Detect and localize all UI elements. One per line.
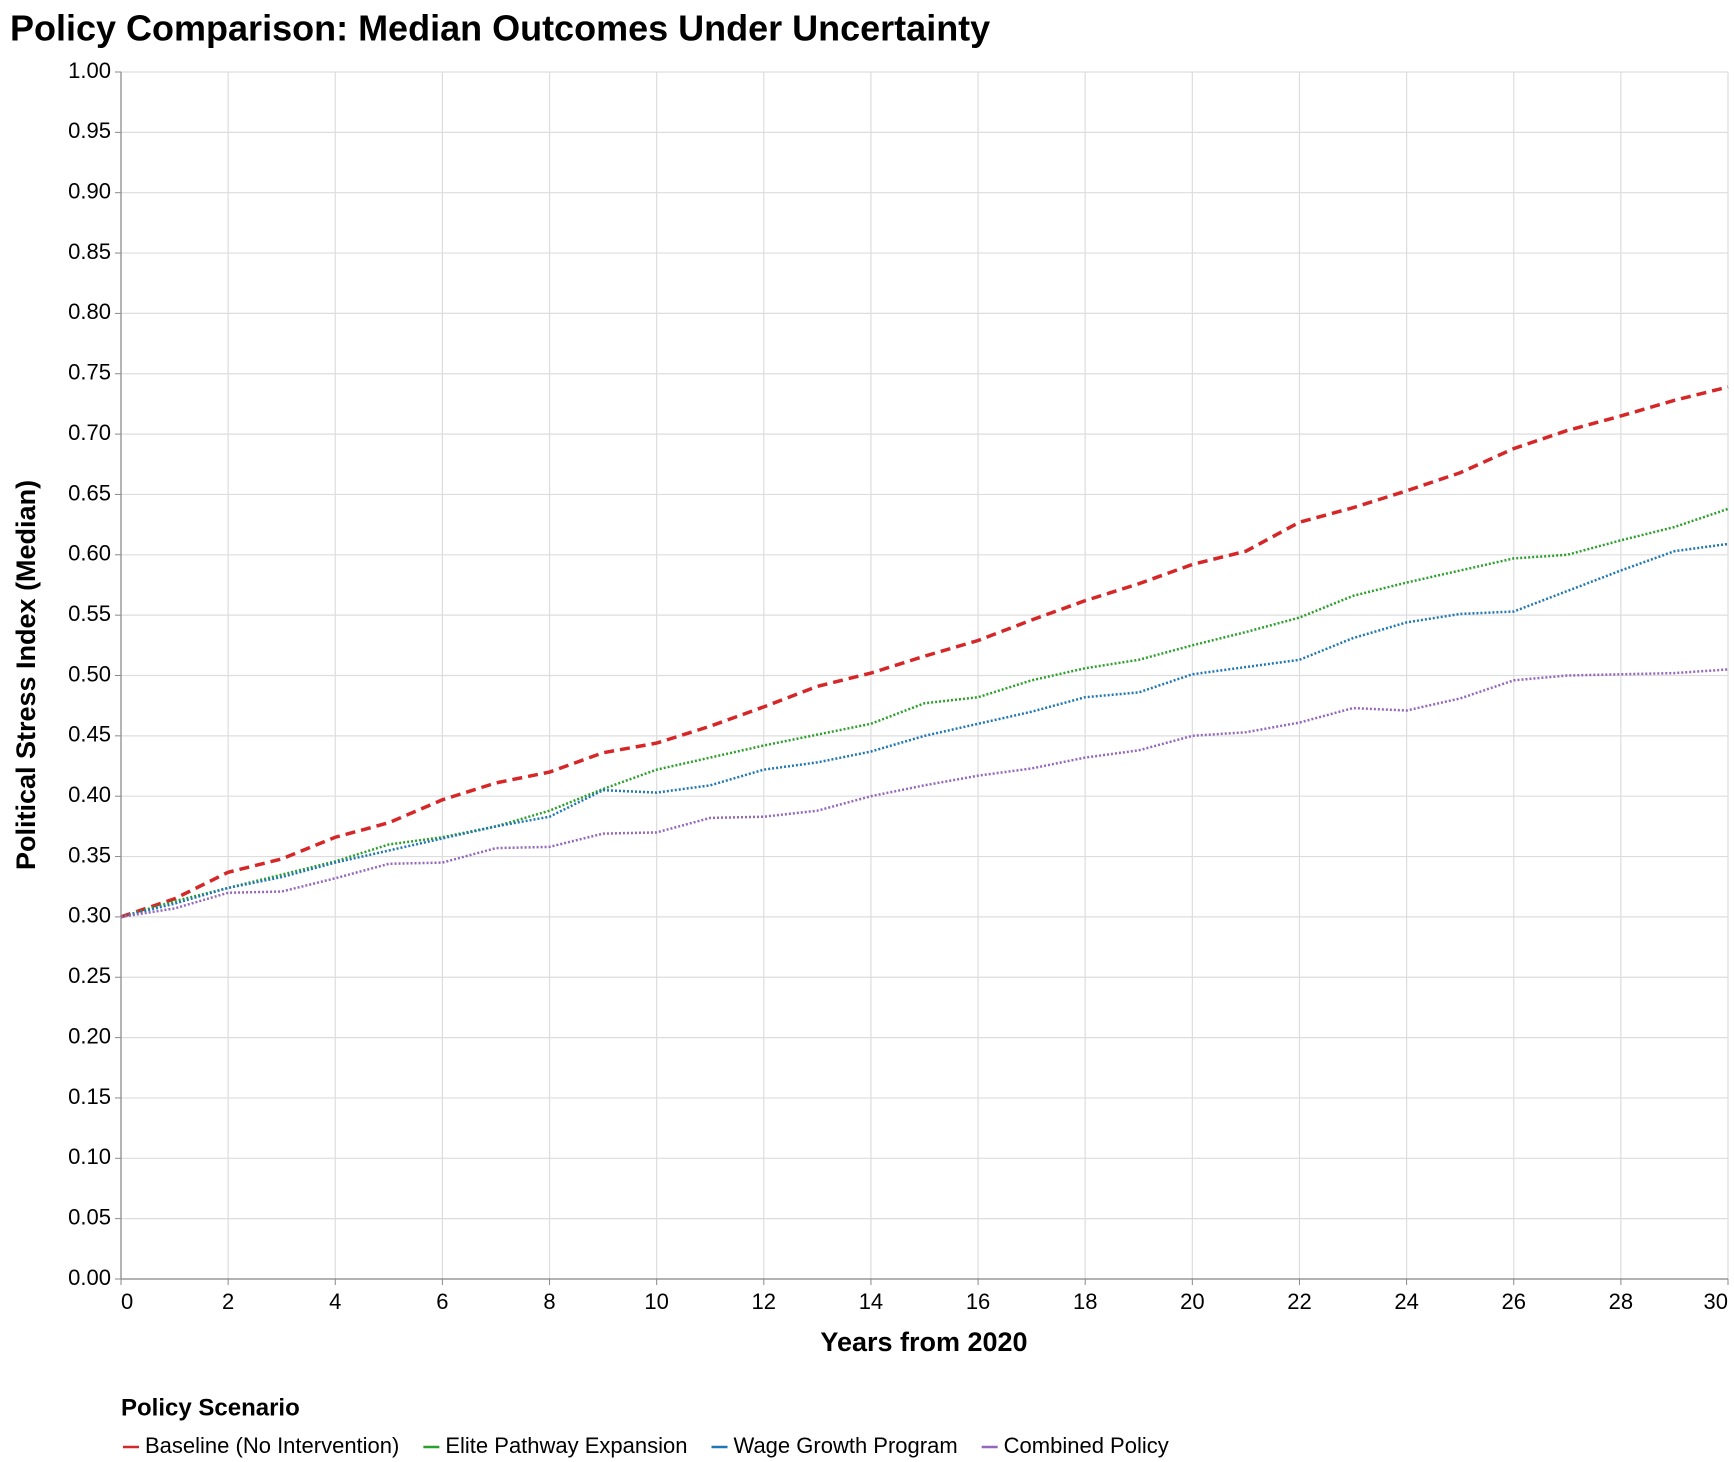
x-tick-label: 2	[222, 1289, 234, 1314]
y-axis-title: Political Stress Index (Median)	[11, 480, 41, 870]
x-tick-label: 16	[966, 1289, 990, 1314]
y-tick-label: 0.75	[68, 360, 111, 385]
y-tick-label: 0.50	[68, 661, 111, 686]
y-tick-label: 0.85	[68, 239, 111, 264]
x-axis-title: Years from 2020	[820, 1327, 1027, 1357]
y-tick-label: 0.45	[68, 722, 111, 747]
y-tick-label: 1.00	[68, 58, 111, 83]
legend-item: Combined Policy	[981, 1433, 1169, 1458]
x-tick-label: 12	[752, 1289, 776, 1314]
x-tick-label: 24	[1394, 1289, 1418, 1314]
x-tick-label: 28	[1609, 1289, 1633, 1314]
legend-label: Baseline (No Intervention)	[145, 1433, 399, 1458]
y-tick-label: 0.40	[68, 782, 111, 807]
x-tick-label: 10	[644, 1289, 668, 1314]
series-line	[120, 507, 1729, 919]
legend-item: Elite Pathway Expansion	[423, 1433, 688, 1458]
legend-title: Policy Scenario	[121, 1394, 300, 1421]
x-tick-label: 6	[436, 1289, 448, 1314]
y-tick-label: 0.10	[68, 1144, 111, 1169]
x-tick-label: 4	[329, 1289, 341, 1314]
x-tick-label: 30	[1704, 1289, 1728, 1314]
x-tick-label: 20	[1180, 1289, 1204, 1314]
y-tick-label: 0.80	[68, 299, 111, 324]
y-tick-label: 0.20	[68, 1023, 111, 1048]
y-tick-label: 0.25	[68, 963, 111, 988]
x-tick-label: 18	[1073, 1289, 1097, 1314]
x-tick-label: 14	[859, 1289, 883, 1314]
legend-label: Combined Policy	[1004, 1433, 1169, 1458]
y-tick-label: 0.05	[68, 1204, 111, 1229]
legend-item: Baseline (No Intervention)	[123, 1433, 399, 1458]
y-tick-label: 0.70	[68, 420, 111, 445]
x-tick-label: 26	[1501, 1289, 1525, 1314]
x-tick-label: 22	[1287, 1289, 1311, 1314]
chart-title: Policy Comparison: Median Outcomes Under…	[10, 8, 990, 49]
y-tick-label: 0.95	[68, 118, 111, 143]
legend-label: Elite Pathway Expansion	[445, 1433, 687, 1458]
series-line	[120, 385, 1729, 919]
y-tick-label: 0.35	[68, 842, 111, 867]
series-line	[120, 668, 1729, 919]
x-tick-label: 0	[121, 1289, 133, 1314]
y-tick-label: 0.60	[68, 541, 111, 566]
x-tick-label: 8	[543, 1289, 555, 1314]
y-tick-label: 0.30	[68, 903, 111, 928]
series-line	[120, 542, 1729, 919]
y-tick-label: 0.00	[68, 1265, 111, 1290]
y-tick-label: 0.15	[68, 1084, 111, 1109]
legend-item: Wage Growth Program	[711, 1433, 958, 1458]
y-tick-label: 0.90	[68, 179, 111, 204]
y-tick-label: 0.65	[68, 480, 111, 505]
legend-label: Wage Growth Program	[734, 1433, 958, 1458]
y-tick-label: 0.55	[68, 601, 111, 626]
